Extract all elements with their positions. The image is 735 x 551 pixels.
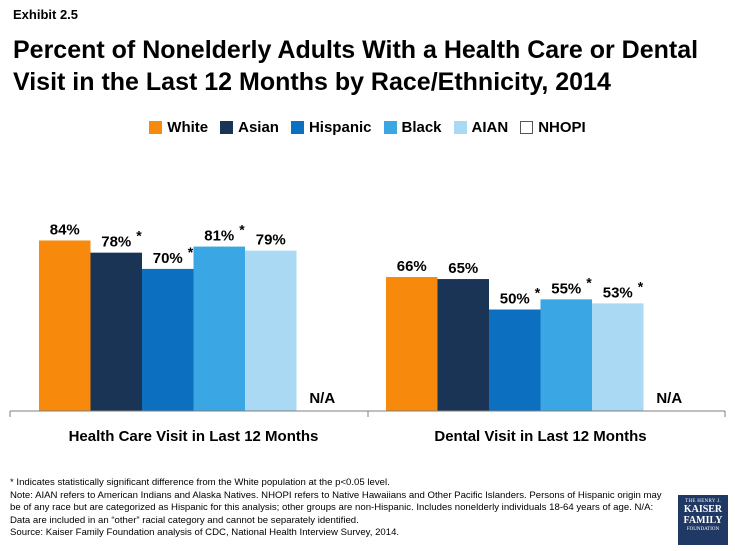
- kff-logo: THE HENRY J. KAISER FAMILY FOUNDATION: [678, 495, 728, 545]
- logo-line2: KAISER: [683, 504, 723, 515]
- legend-label-hispanic: Hispanic: [308, 119, 372, 136]
- significance-marker-black-0: *: [239, 222, 245, 238]
- significance-marker-asian-0: *: [136, 228, 142, 244]
- chart-title: Percent of Nonelderly Adults With a Heal…: [13, 34, 723, 98]
- bar-asian-0: [90, 252, 142, 411]
- data-label-aian-1: 53%: [603, 284, 633, 301]
- bar-hispanic-0: [142, 268, 194, 411]
- bar-hispanic-1: [489, 309, 541, 411]
- legend-item-black: Black: [383, 119, 442, 136]
- data-label-nhopi-0: N/A: [309, 390, 335, 407]
- bar-aian-1: [592, 303, 644, 411]
- significance-marker-hispanic-0: *: [188, 244, 194, 260]
- data-label-asian-0: 78%: [101, 234, 131, 251]
- bar-black-1: [540, 299, 592, 411]
- chart-legend: White Asian Hispanic Black AIAN NHOPI: [0, 119, 735, 136]
- legend-swatch-white: [149, 121, 163, 134]
- footnote-note: Note: AIAN refers to American Indians an…: [10, 489, 662, 526]
- logo-line4: FOUNDATION: [686, 527, 720, 532]
- data-label-aian-0: 79%: [256, 232, 286, 249]
- legend-swatch-asian: [220, 121, 234, 134]
- data-label-black-0: 81%: [204, 228, 234, 245]
- legend-item-hispanic: Hispanic: [290, 119, 372, 136]
- bar-aian-0: [245, 250, 297, 411]
- legend-item-aian: AIAN: [453, 119, 509, 136]
- significance-marker-black-1: *: [586, 274, 592, 290]
- legend-label-nhopi: NHOPI: [538, 119, 586, 136]
- bar-white-0: [39, 240, 91, 411]
- data-label-asian-1: 65%: [448, 260, 478, 277]
- data-label-hispanic-1: 50%: [500, 291, 530, 308]
- data-label-white-1: 66%: [397, 258, 427, 275]
- bar-chart: 84% 78% * 70% * 81% * 79% N/A Health Care Visit i…: [9, 221, 726, 445]
- significance-marker-hispanic-1: *: [535, 285, 541, 301]
- bar-asian-1: [437, 279, 489, 411]
- legend-label-black: Black: [401, 119, 442, 136]
- footnote-source: Source: Kaiser Family Foundation analysi…: [10, 527, 400, 539]
- bar-white-1: [386, 277, 438, 411]
- legend-label-white: White: [167, 119, 209, 136]
- data-label-white-0: 84%: [50, 221, 80, 238]
- legend-item-asian: Asian: [220, 119, 279, 136]
- legend-label-asian: Asian: [238, 119, 279, 136]
- footnote-significance: * Indicates statistically significant di…: [10, 477, 390, 488]
- category-label-1: Dental Visit in Last 12 Months: [434, 428, 646, 445]
- logo-line1: THE HENRY J.: [685, 499, 721, 504]
- footnotes: * Indicates statistically significant di…: [10, 477, 670, 540]
- legend-item-white: White: [149, 119, 208, 136]
- legend-swatch-aian: [453, 121, 467, 134]
- exhibit-label: Exhibit 2.5: [13, 7, 79, 22]
- legend-item-nhopi: NHOPI: [520, 119, 586, 136]
- bar-black-0: [193, 246, 245, 411]
- data-label-hispanic-0: 70%: [153, 250, 183, 267]
- significance-marker-aian-1: *: [638, 278, 644, 294]
- chart-title-line1: Percent of Nonelderly Adults With a Heal…: [13, 36, 699, 64]
- data-label-nhopi-1: N/A: [656, 390, 682, 407]
- chart-title-line2: Visit in the Last 12 Months by Race/Ethn…: [13, 68, 611, 96]
- legend-label-aian: AIAN: [471, 119, 509, 136]
- category-label-0: Health Care Visit in Last 12 Months: [69, 428, 319, 445]
- legend-swatch-hispanic: [290, 121, 304, 134]
- legend-swatch-black: [383, 121, 397, 134]
- data-label-black-1: 55%: [551, 280, 581, 297]
- legend-swatch-nhopi: [520, 121, 534, 134]
- logo-line3: FAMILY: [683, 515, 723, 526]
